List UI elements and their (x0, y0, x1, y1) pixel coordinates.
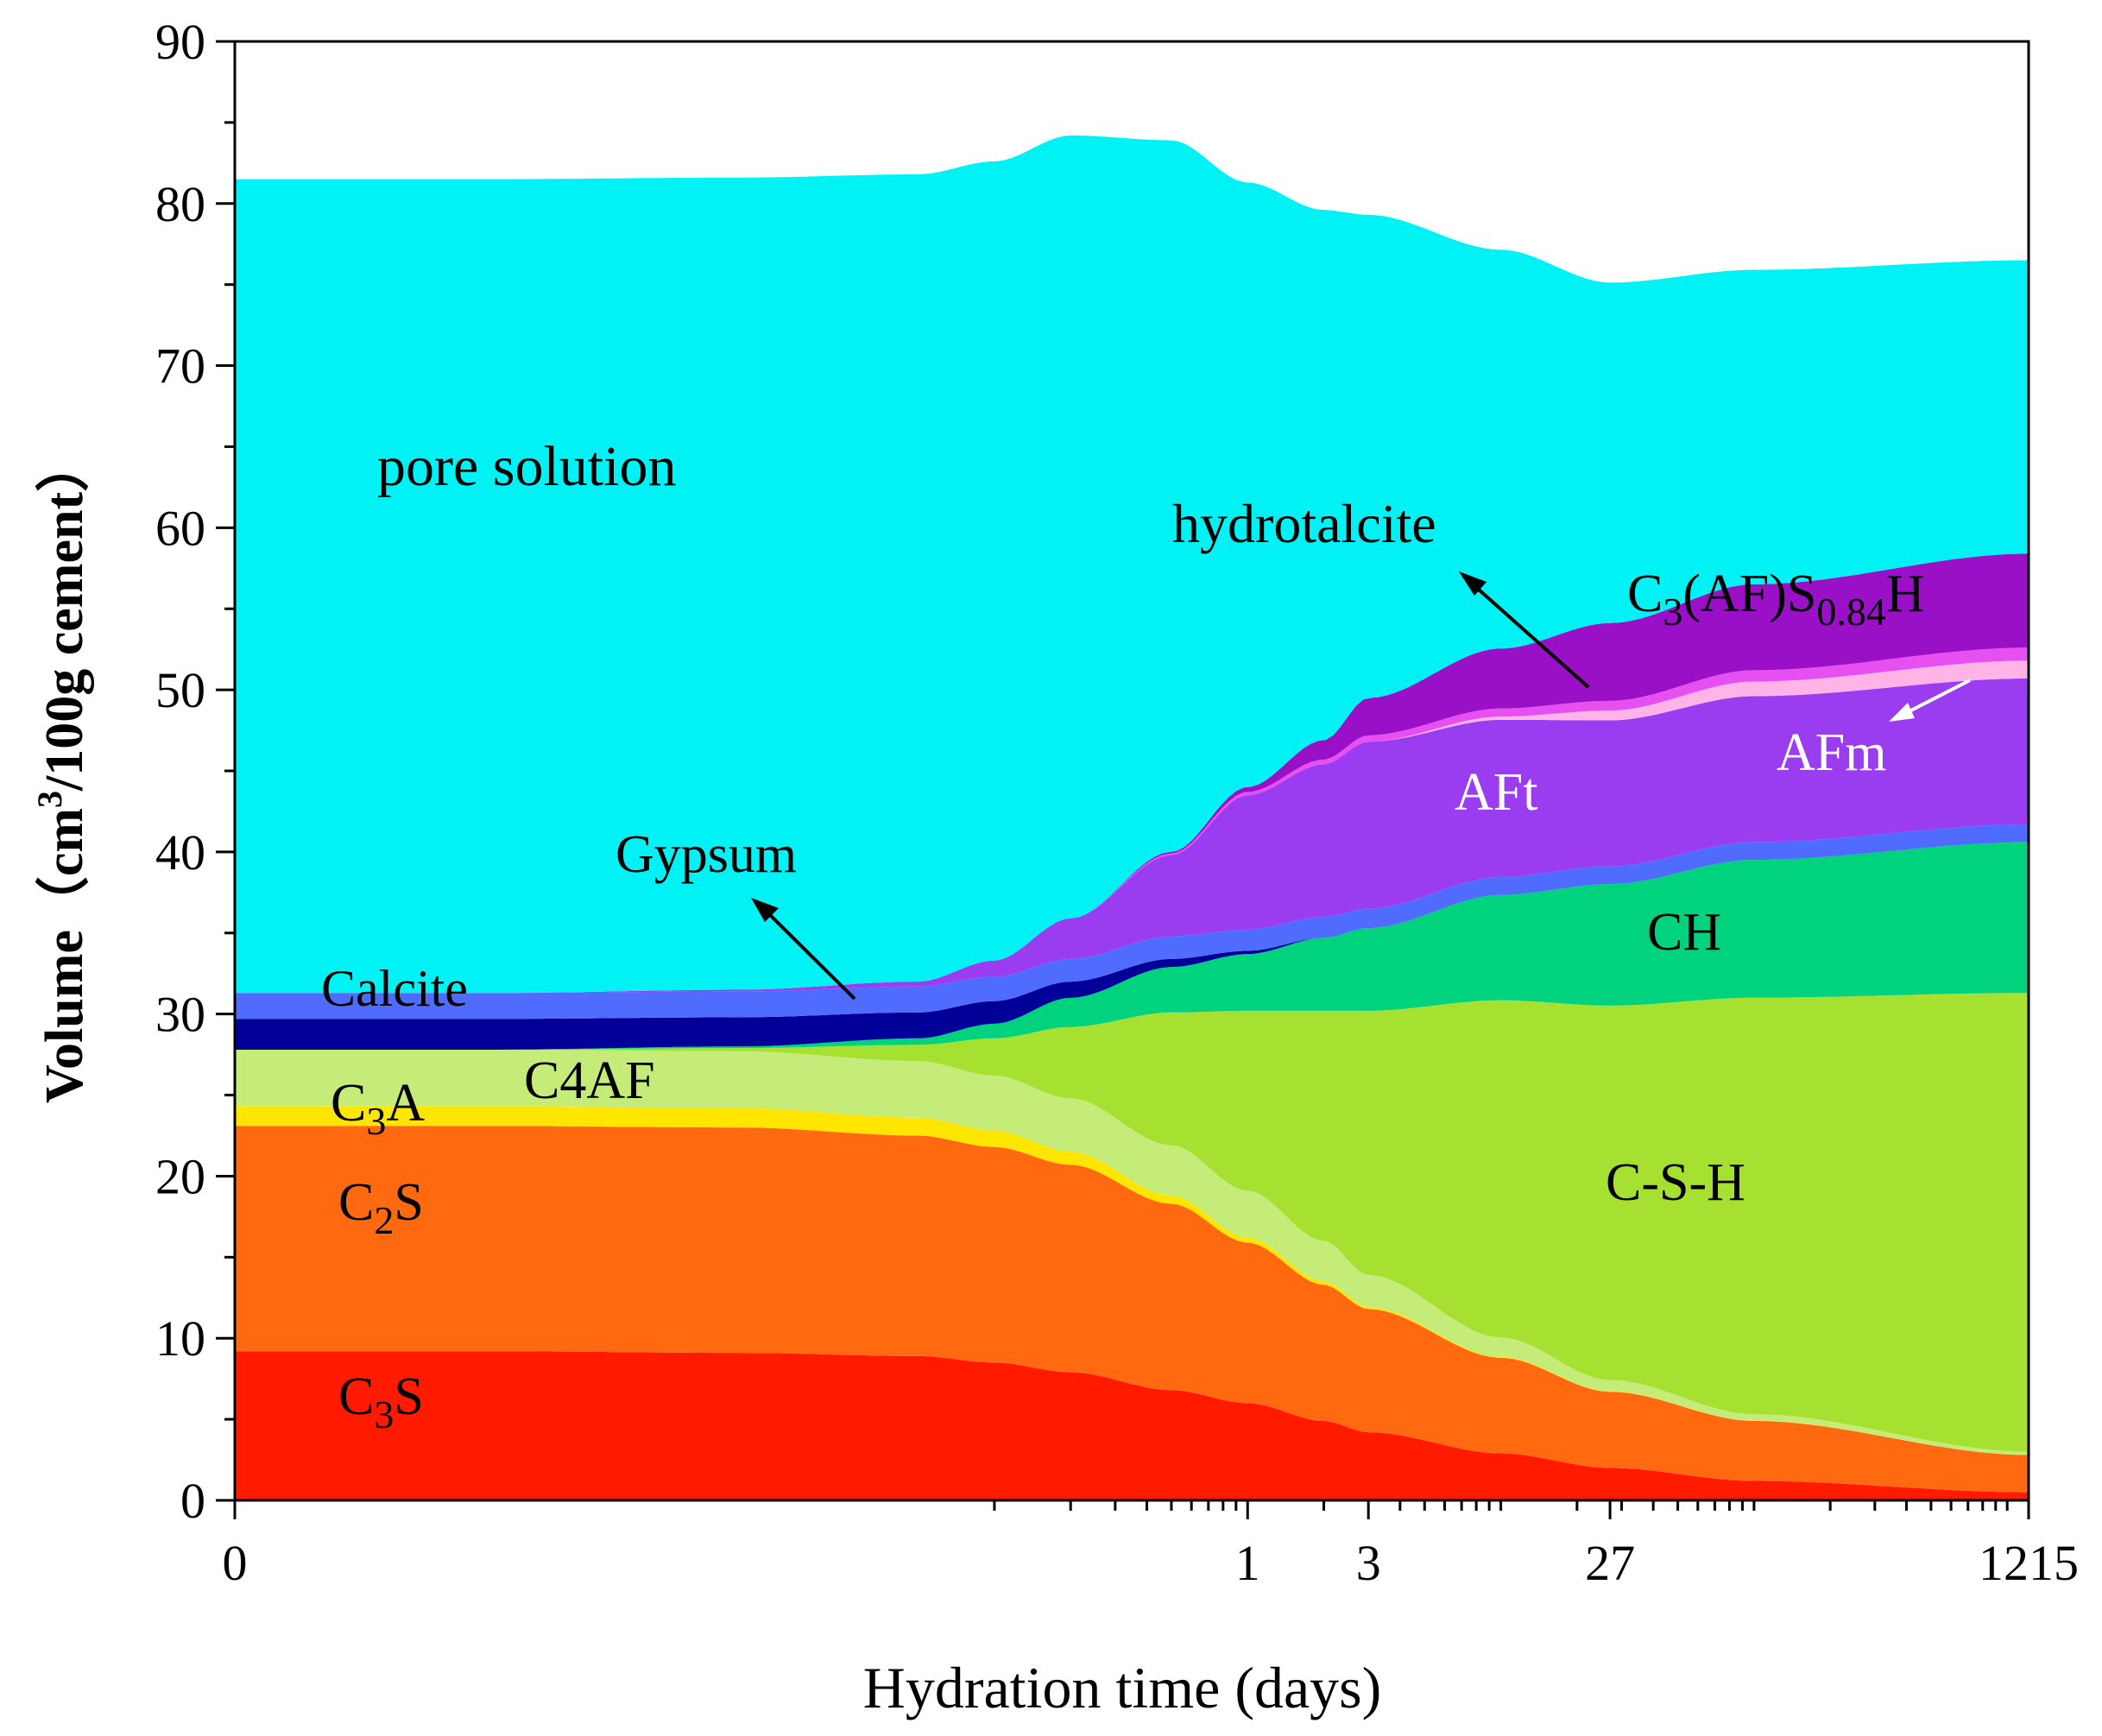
label-afm: AFm (1777, 723, 1886, 782)
label-c2s-c: C (338, 1173, 374, 1232)
label-c3a: C3A (331, 1074, 425, 1143)
hydrotalcite-arrow (1461, 574, 1590, 689)
label-pore-solution: pore solution (377, 435, 676, 498)
label-csh: C-S-H (1606, 1153, 1745, 1212)
y-tick-label: 30 (155, 987, 205, 1043)
x-tick-label: 1 (1235, 1535, 1260, 1591)
area-c3s (235, 1351, 2029, 1500)
x-axis-title: Hydration time (days) (863, 1655, 1382, 1720)
area-c3-af-s0-84h (235, 553, 2029, 994)
label-c3s-sub: 3 (374, 1392, 394, 1436)
y-tick-label: 70 (155, 338, 205, 395)
label-ch: CH (1647, 903, 1721, 962)
hydrotalcite-arrowhead (1459, 571, 1487, 596)
area-ch (235, 842, 2029, 1050)
label-gypsum: Gypsum (615, 825, 797, 884)
label-c3afs084h: C3(AF)S0.84H (1627, 565, 1925, 634)
label-hydrotalcite: hydrotalcite (1172, 493, 1436, 554)
x-tick-label: 1215 (1979, 1535, 2079, 1591)
x-tick-label: 0 (223, 1535, 248, 1591)
y-tick-label: 80 (155, 176, 205, 232)
area-gypsum (235, 842, 2029, 1050)
y-tick-label: 0 (180, 1473, 205, 1529)
y-tick-label: 10 (155, 1310, 205, 1367)
area-aft (235, 679, 2029, 994)
label-c2s-sub: 2 (374, 1198, 394, 1242)
label-c3a-a: A (386, 1074, 425, 1133)
label-c3afs084h-sub1: 3 (1663, 590, 1682, 634)
label-c4af: C4AF (524, 1051, 655, 1110)
x-tick-label: 27 (1585, 1535, 1635, 1591)
y-tick-label: 50 (155, 662, 205, 718)
axes: 0 10 20 30 40 50 60 70 80 90 0 1 3 27 1215 (155, 14, 2079, 1591)
y-tick-label: 40 (155, 824, 205, 881)
label-c3s-s: S (394, 1367, 423, 1426)
area-c2s (235, 1126, 2029, 1493)
gypsum-arrow (762, 907, 856, 1001)
label-c3s-c: C (338, 1367, 374, 1426)
label-c3a-sub: 3 (366, 1099, 386, 1143)
gypsum-arrowhead (751, 898, 779, 922)
label-c3a-c: C (331, 1074, 366, 1133)
label-c3afs084h-sub2: 0.84 (1816, 590, 1886, 634)
label-c3afs084h-c: C (1627, 565, 1663, 623)
area-c-s-h (235, 993, 2029, 1452)
y-tick-label: 20 (155, 1148, 205, 1204)
y-tick-label: 60 (155, 500, 205, 556)
label-c3afs084h-mid: (AF)S (1682, 565, 1816, 623)
stacked-area-layers (235, 135, 2029, 1500)
label-c3afs084h-h: H (1886, 565, 1925, 623)
afm-arrowhead (1889, 703, 1915, 722)
x-tick-label: 3 (1356, 1535, 1381, 1591)
area-pore-solution (235, 135, 2029, 994)
y-axis-title: Volume（cm3/100g cement） (30, 439, 94, 1103)
area-c4af (235, 1050, 2029, 1455)
area-calcite (235, 824, 2029, 1020)
label-c3s: C3S (338, 1367, 424, 1436)
y-tick-label: 90 (155, 14, 205, 70)
y-axis-title-prefix: Volume（cm (34, 808, 94, 1103)
y-axis-title-suffix: /100g cement） (34, 439, 94, 792)
label-c2s-s: S (394, 1173, 423, 1232)
label-calcite: Calcite (321, 960, 468, 1017)
label-aft: AFt (1455, 763, 1537, 822)
y-axis-title-sup: 3 (30, 791, 69, 808)
label-c2s: C2S (338, 1173, 424, 1242)
